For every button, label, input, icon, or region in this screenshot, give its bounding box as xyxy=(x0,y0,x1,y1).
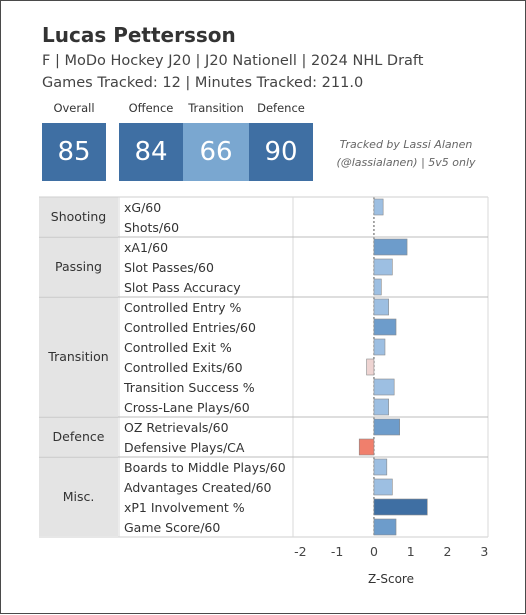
overall-rating-box: 85 xyxy=(42,123,106,181)
x-tick-label: -2 xyxy=(294,544,306,559)
bar xyxy=(373,238,408,256)
offence-header: Offence xyxy=(128,101,174,115)
tracker-credit: Tracked by Lassi Alanen xyxy=(339,138,473,151)
x-tick-label: 2 xyxy=(444,544,452,559)
metric-label: Controlled Exit % xyxy=(124,340,232,355)
metric-label: Defensive Plays/CA xyxy=(124,440,245,455)
defence-header: Defence xyxy=(257,101,305,115)
bar xyxy=(373,298,389,316)
tracking-summary-line: Games Tracked: 12 | Minutes Tracked: 211… xyxy=(42,75,364,91)
metric-label: Slot Pass Accuracy xyxy=(124,280,241,295)
metric-label: Controlled Entries/60 xyxy=(124,320,256,335)
group-label-transition: Transition xyxy=(39,297,118,416)
offence-rating-box: 84 xyxy=(119,123,183,181)
bar xyxy=(373,478,393,496)
bar xyxy=(373,458,388,476)
group-label-defence: Defence xyxy=(39,417,118,456)
bar xyxy=(373,498,428,516)
metric-label: xA1/60 xyxy=(124,240,169,255)
x-tick-label: 0 xyxy=(370,544,378,559)
metric-label: Controlled Exits/60 xyxy=(124,360,243,375)
x-tick-label: 3 xyxy=(480,544,488,559)
group-label-shooting: Shooting xyxy=(39,197,118,236)
transition-header: Transition xyxy=(188,101,244,115)
overall-header: Overall xyxy=(53,101,95,115)
metric-label: Controlled Entry % xyxy=(124,300,242,315)
bar xyxy=(373,518,397,536)
defence-rating-box: 90 xyxy=(249,123,313,181)
bar xyxy=(373,198,384,216)
metric-label: xP1 Involvement % xyxy=(124,500,245,515)
metric-label: OZ Retrievals/60 xyxy=(124,420,229,435)
bar xyxy=(373,278,382,296)
metric-label: Shots/60 xyxy=(124,220,180,235)
tracker-handle: (@lassialanen) | 5v5 only xyxy=(336,156,476,169)
transition-rating-box: 66 xyxy=(183,123,249,181)
bar xyxy=(373,318,397,336)
bar xyxy=(373,258,393,276)
x-tick-label: -1 xyxy=(331,544,343,559)
player-name: Lucas Pettersson xyxy=(42,23,236,47)
bar xyxy=(373,338,386,356)
bar xyxy=(373,418,400,436)
metric-label: Boards to Middle Plays/60 xyxy=(124,460,286,475)
metric-label: Cross-Lane Plays/60 xyxy=(124,400,250,415)
x-axis-title: Z-Score xyxy=(368,572,414,586)
metric-label: Transition Success % xyxy=(124,380,255,395)
x-tick-label: 1 xyxy=(407,544,415,559)
metric-label: Game Score/60 xyxy=(124,520,221,535)
group-label-passing: Passing xyxy=(39,237,118,296)
player-info-line: F | MoDo Hockey J20 | J20 Nationell | 20… xyxy=(42,53,424,69)
bar xyxy=(373,378,395,396)
bar xyxy=(366,358,375,376)
metric-label: xG/60 xyxy=(124,200,162,215)
metric-label: Slot Passes/60 xyxy=(124,260,214,275)
group-label-misc: Misc. xyxy=(39,457,118,536)
bar xyxy=(358,438,375,456)
metric-label: Advantages Created/60 xyxy=(124,480,272,495)
bar xyxy=(373,398,389,416)
